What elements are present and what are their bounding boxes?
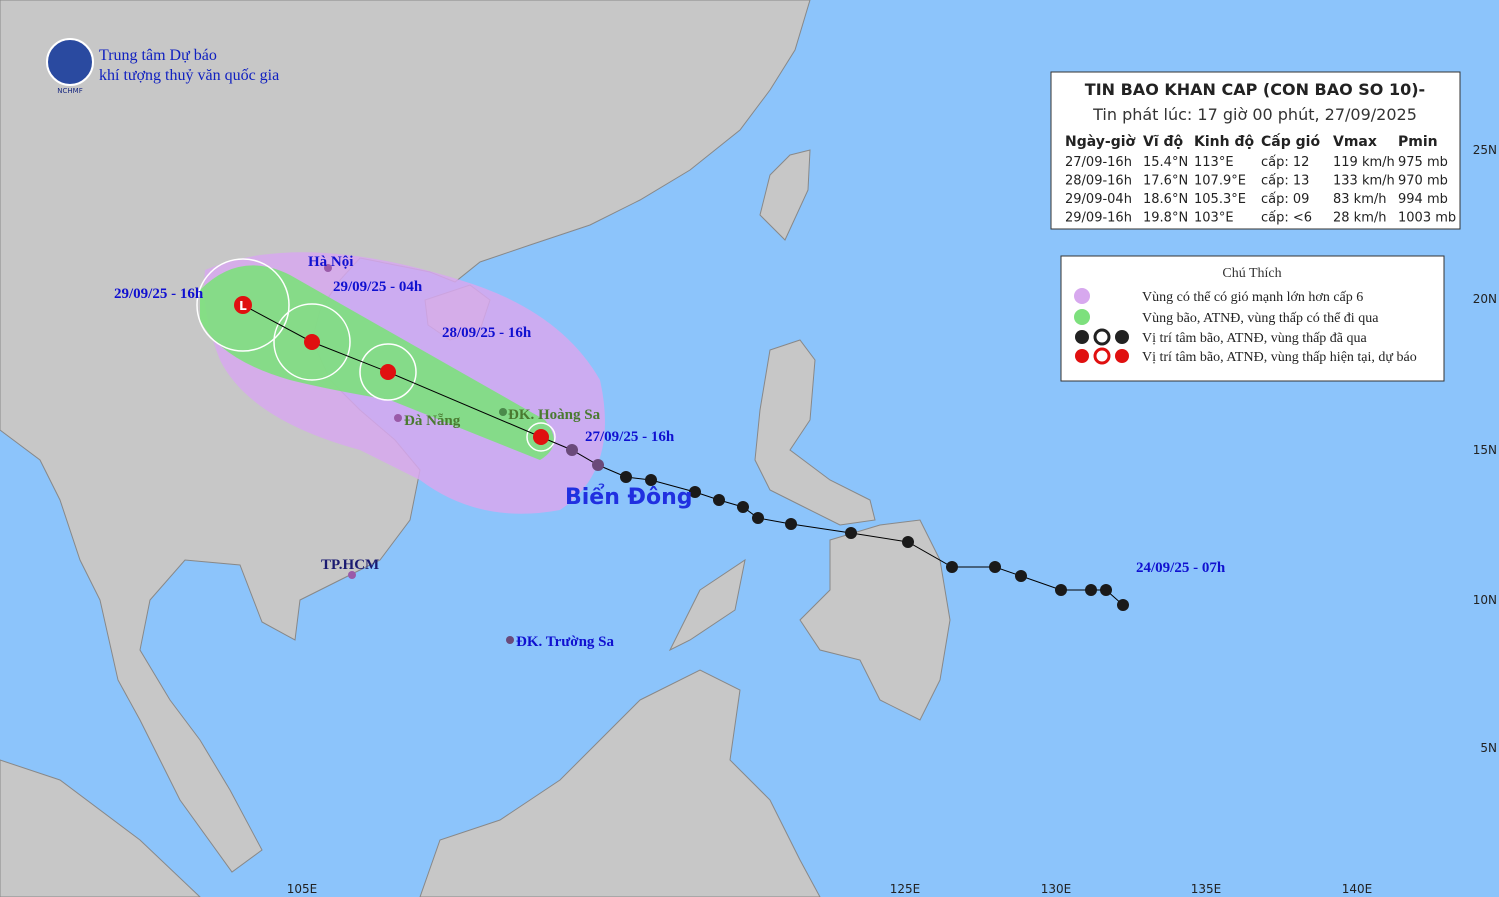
lat-label: 20N	[1473, 292, 1497, 306]
legend: Chú Thích Vùng có thể có gió mạnh lớn hơ…	[1060, 255, 1445, 382]
column-header: Pmin	[1398, 134, 1438, 150]
bulletin-issued: Tin phát lúc: 17 giờ 00 phút, 27/09/2025	[1092, 105, 1417, 124]
lon-label: 130E	[1041, 882, 1072, 896]
column-header: Vmax	[1333, 134, 1377, 150]
table-cell: 970 mb	[1398, 174, 1448, 189]
place-label: Đà Nẵng	[404, 413, 461, 429]
table-cell: 103°E	[1194, 211, 1234, 226]
logo-text: NCHMF	[57, 87, 82, 95]
uncertainty-circles	[196, 258, 556, 452]
past-position	[689, 486, 701, 498]
table-cell: 28/09-16h	[1065, 174, 1132, 189]
lon-label: 135E	[1191, 882, 1222, 896]
lon-label: 140E	[1342, 882, 1373, 896]
time-label: 27/09/25 - 16h	[585, 429, 675, 445]
lat-label: 15N	[1473, 443, 1497, 457]
past-position	[1085, 584, 1097, 596]
header: NCHMF Trung tâm Dự báo khí tượng thuỷ vă…	[46, 38, 279, 95]
table-cell: 133 km/h	[1333, 174, 1395, 189]
past-position	[620, 471, 632, 483]
past-positions	[566, 444, 1129, 611]
time-label: 28/09/25 - 16h	[442, 325, 532, 341]
past-position	[902, 536, 914, 548]
table-cell: 107.9°E	[1194, 174, 1246, 189]
table-cell: 83 km/h	[1333, 192, 1387, 207]
table-cell: 15.4°N	[1143, 155, 1188, 170]
column-header: Ngày-giờ	[1065, 134, 1136, 150]
table-cell: 113°E	[1194, 155, 1234, 170]
table-cell: 28 km/h	[1333, 211, 1387, 226]
table-cell: 994 mb	[1398, 192, 1448, 207]
sea-label: Biển Đông	[565, 484, 693, 510]
time-label: 24/09/25 - 07h	[1136, 560, 1226, 576]
legend-item: Vị trí tâm bão, ATNĐ, vùng thấp hiện tại…	[1142, 350, 1417, 365]
time-label: 29/09/25 - 16h	[114, 286, 204, 302]
past-position	[1055, 584, 1067, 596]
table-cell: 29/09-16h	[1065, 211, 1132, 226]
svg-text:L: L	[239, 299, 247, 313]
past-position	[737, 501, 749, 513]
past-position	[713, 494, 725, 506]
table-cell: 105.3°E	[1194, 192, 1246, 207]
table-cell: 29/09-04h	[1065, 192, 1132, 207]
table-cell: 1003 mb	[1398, 211, 1456, 226]
axes: 105E 125E 130E 135E 140E 25N 20N 15N 10N 5N	[287, 143, 1497, 896]
lat-label: 25N	[1473, 143, 1497, 157]
org-name: Trung tâm Dự báo	[99, 47, 217, 64]
lat-label: 10N	[1473, 593, 1497, 607]
legend-item: Vị trí tâm bão, ATNĐ, vùng thấp đã qua	[1142, 331, 1368, 346]
place-label: ĐK. Hoàng Sa	[508, 407, 601, 423]
place-label: ĐK. Trường Sa	[516, 634, 615, 650]
past-position	[645, 474, 657, 486]
place-dots	[324, 264, 514, 644]
column-header: Cấp gió	[1261, 133, 1320, 150]
time-label: 29/09/25 - 04h	[333, 279, 423, 295]
column-header: Kinh độ	[1194, 134, 1254, 150]
past-position	[946, 561, 958, 573]
past-position	[1100, 584, 1112, 596]
past-position	[566, 444, 578, 456]
past-position	[1015, 570, 1027, 582]
place-label: TP.HCM	[321, 557, 379, 573]
org-name: khí tượng thuỷ văn quốc gia	[99, 67, 279, 84]
table-cell: cấp: 09	[1261, 192, 1309, 207]
table-cell: 19.8°N	[1143, 211, 1188, 226]
place-label: Hà Nội	[308, 254, 353, 270]
table-cell: cấp: 13	[1261, 174, 1309, 189]
bulletin-title: TIN BAO KHAN CAP (CON BAO SO 10)-	[1085, 80, 1425, 99]
bulletin: TIN BAO KHAN CAP (CON BAO SO 10)- Tin ph…	[1050, 71, 1461, 230]
table-cell: 119 km/h	[1333, 155, 1395, 170]
lon-label: 125E	[890, 882, 921, 896]
past-position	[989, 561, 1001, 573]
lon-label: 105E	[287, 882, 318, 896]
lat-label: 5N	[1480, 741, 1497, 755]
legend-title: Chú Thích	[1222, 266, 1281, 281]
column-header: Vĩ độ	[1143, 134, 1184, 150]
past-position	[785, 518, 797, 530]
forecast-positions: L	[234, 296, 549, 445]
table-cell: 975 mb	[1398, 155, 1448, 170]
table-cell: 18.6°N	[1143, 192, 1188, 207]
table-cell: 17.6°N	[1143, 174, 1188, 189]
past-position	[1117, 599, 1129, 611]
legend-item: Vùng bão, ATNĐ, vùng thấp có thể đi qua	[1142, 311, 1379, 326]
table-cell: cấp: 12	[1261, 155, 1309, 170]
table-cell: cấp: <6	[1261, 211, 1312, 226]
past-position	[845, 527, 857, 539]
past-position	[592, 459, 604, 471]
past-position	[752, 512, 764, 524]
legend-item: Vùng có thể có gió mạnh lớn hơn cấp 6	[1142, 290, 1363, 305]
table-cell: 27/09-16h	[1065, 155, 1132, 170]
